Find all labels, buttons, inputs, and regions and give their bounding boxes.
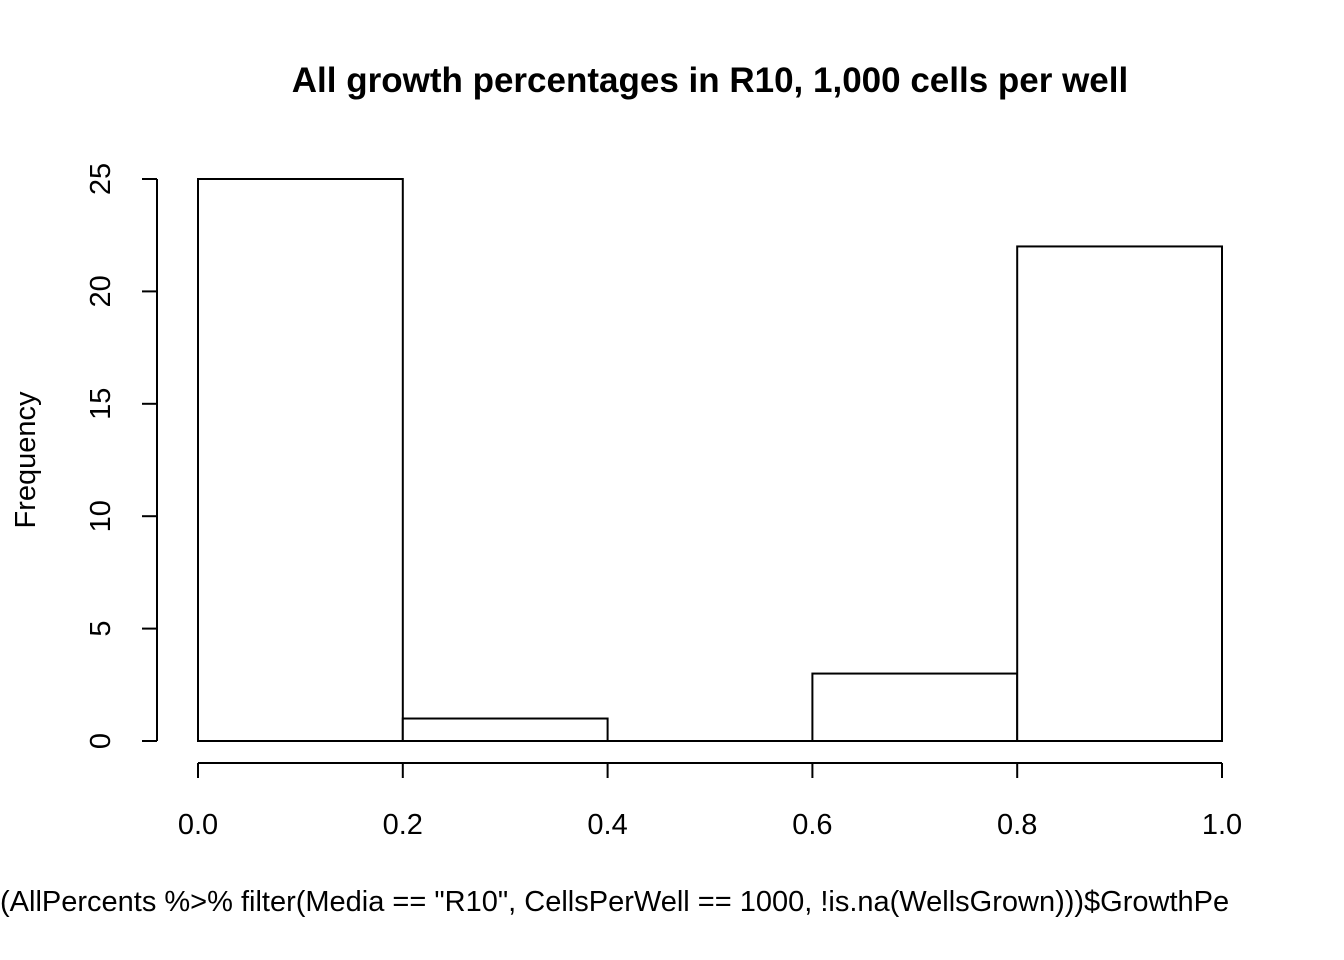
- x-tick-label: 0.0: [178, 809, 218, 841]
- histogram-bar-3: [811, 672, 1019, 742]
- y-tick-label: 20: [85, 275, 117, 307]
- y-tick-label: 10: [85, 500, 117, 532]
- x-tick-label: 0.4: [587, 809, 627, 841]
- chart-title: All growth percentages in R10, 1,000 cel…: [292, 61, 1128, 100]
- y-axis-label: Frequency: [10, 391, 42, 529]
- histogram-bar-4: [1016, 245, 1224, 742]
- y-tick-label: 15: [85, 388, 117, 420]
- x-tick-label: 0.2: [383, 809, 423, 841]
- y-tick-label: 0: [85, 733, 117, 749]
- histogram-bar-0: [197, 178, 404, 742]
- y-tick-label: 25: [85, 163, 117, 195]
- x-axis-label: (AllPercents %>% filter(Media == "R10", …: [0, 886, 1229, 918]
- x-tick-label: 0.8: [997, 809, 1037, 841]
- bars-group: [197, 178, 1224, 743]
- y-tick-label: 5: [85, 621, 117, 637]
- x-tick-label: 0.6: [792, 809, 832, 841]
- x-tick-label: 1.0: [1202, 809, 1242, 841]
- y-axis: 0 5 10 15 20 25: [85, 163, 158, 749]
- x-axis: 0.0 0.2 0.4 0.6 0.8 1.0: [178, 762, 1242, 841]
- histogram-bar-1: [401, 717, 609, 743]
